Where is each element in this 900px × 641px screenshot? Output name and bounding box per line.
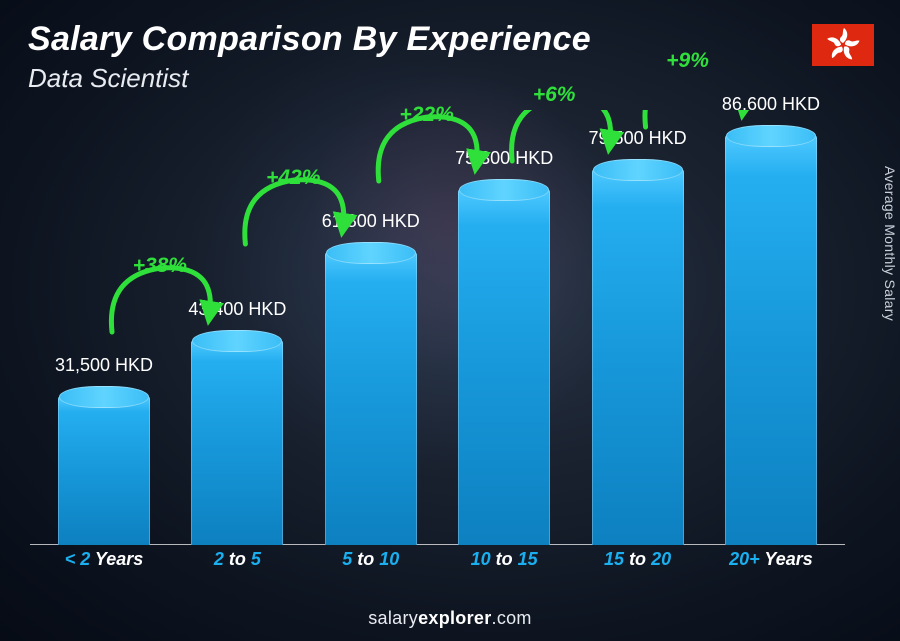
bar-cap bbox=[192, 330, 282, 352]
bar-value-label: 75,300 HKD bbox=[429, 148, 579, 169]
x-axis-label: 20+ Years bbox=[715, 549, 827, 579]
page-title: Salary Comparison By Experience bbox=[28, 20, 591, 59]
bar bbox=[458, 189, 550, 545]
chart-area: 31,500 HKD43,400 HKD61,800 HKD75,300 HKD… bbox=[30, 110, 845, 579]
bar-cap bbox=[726, 125, 816, 147]
bar-column: 79,500 HKD bbox=[582, 169, 694, 545]
bar-cap bbox=[59, 386, 149, 408]
bars-row: 31,500 HKD43,400 HKD61,800 HKD75,300 HKD… bbox=[30, 110, 845, 545]
x-axis-label: 10 to 15 bbox=[448, 549, 560, 579]
brand-post: .com bbox=[492, 608, 532, 628]
x-axis-label: < 2 Years bbox=[48, 549, 160, 579]
x-axis-label: 15 to 20 bbox=[582, 549, 694, 579]
bar-value-label: 31,500 HKD bbox=[29, 355, 179, 376]
brand-pre: salary bbox=[368, 608, 418, 628]
bar bbox=[58, 396, 150, 545]
bar-column: 43,400 HKD bbox=[181, 340, 293, 545]
y-axis-label: Average Monthly Salary bbox=[882, 166, 898, 321]
footer-brand: salaryexplorer.com bbox=[0, 608, 900, 629]
bar-value-label: 86,600 HKD bbox=[696, 94, 846, 115]
bar bbox=[592, 169, 684, 545]
bar-cap bbox=[326, 242, 416, 264]
pct-change-label: +9% bbox=[666, 49, 709, 73]
x-axis-label: 5 to 10 bbox=[315, 549, 427, 579]
bar bbox=[725, 135, 817, 545]
bar bbox=[191, 340, 283, 545]
pct-change-label: +22% bbox=[399, 103, 453, 127]
pct-change-label: +42% bbox=[266, 166, 320, 190]
bar-column: 61,800 HKD bbox=[315, 252, 427, 545]
title-block: Salary Comparison By Experience Data Sci… bbox=[28, 20, 591, 94]
x-axis-label: 2 to 5 bbox=[181, 549, 293, 579]
pct-change-label: +6% bbox=[533, 83, 576, 107]
bar bbox=[325, 252, 417, 545]
pct-change-label: +38% bbox=[133, 254, 187, 278]
bar-column: 86,600 HKD bbox=[715, 135, 827, 545]
page-subtitle: Data Scientist bbox=[28, 63, 591, 94]
bar-cap bbox=[459, 179, 549, 201]
bar-cap bbox=[593, 159, 683, 181]
hong-kong-flag-icon bbox=[812, 24, 874, 66]
bar-column: 31,500 HKD bbox=[48, 396, 160, 545]
bar-value-label: 79,500 HKD bbox=[563, 128, 713, 149]
bar-value-label: 61,800 HKD bbox=[296, 211, 446, 232]
x-labels-row: < 2 Years 2 to 5 5 to 10 10 to 15 15 to 20 20… bbox=[30, 549, 845, 579]
bar-value-label: 43,400 HKD bbox=[162, 299, 312, 320]
brand-bold: explorer bbox=[418, 608, 491, 628]
bar-column: 75,300 HKD bbox=[448, 189, 560, 545]
